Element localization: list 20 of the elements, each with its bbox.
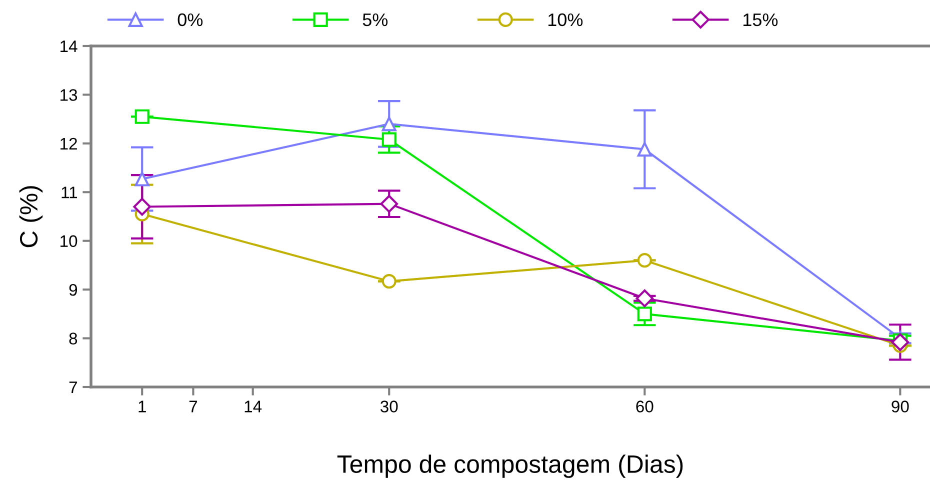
legend-label: 5%	[362, 13, 388, 26]
x-tick-label: 7	[189, 400, 198, 412]
legend-label: 15%	[743, 13, 778, 26]
x-axis-title: Tempo de compostagem (Dias)	[337, 454, 683, 478]
y-tick-label: 8	[69, 332, 78, 344]
y-tick-label: 12	[60, 138, 77, 150]
legend-label: 10%	[548, 13, 583, 26]
x-tick-label: 60	[636, 400, 654, 412]
y-tick-label: 7	[69, 382, 77, 394]
y-tick-label: 9	[69, 284, 78, 296]
x-tick-label: 30	[380, 400, 398, 412]
x-tick-label: 14	[244, 400, 262, 412]
y-axis-title: C (%)	[19, 186, 43, 248]
y-tick-label: 11	[62, 186, 77, 198]
y-tick-label: 14	[60, 40, 78, 52]
x-tick-label: 1	[138, 400, 146, 412]
x-tick-label: 90	[892, 400, 909, 412]
y-tick-label: 13	[60, 89, 78, 101]
y-tick-label: 10	[60, 235, 78, 248]
legend-label: 0%	[178, 13, 203, 26]
